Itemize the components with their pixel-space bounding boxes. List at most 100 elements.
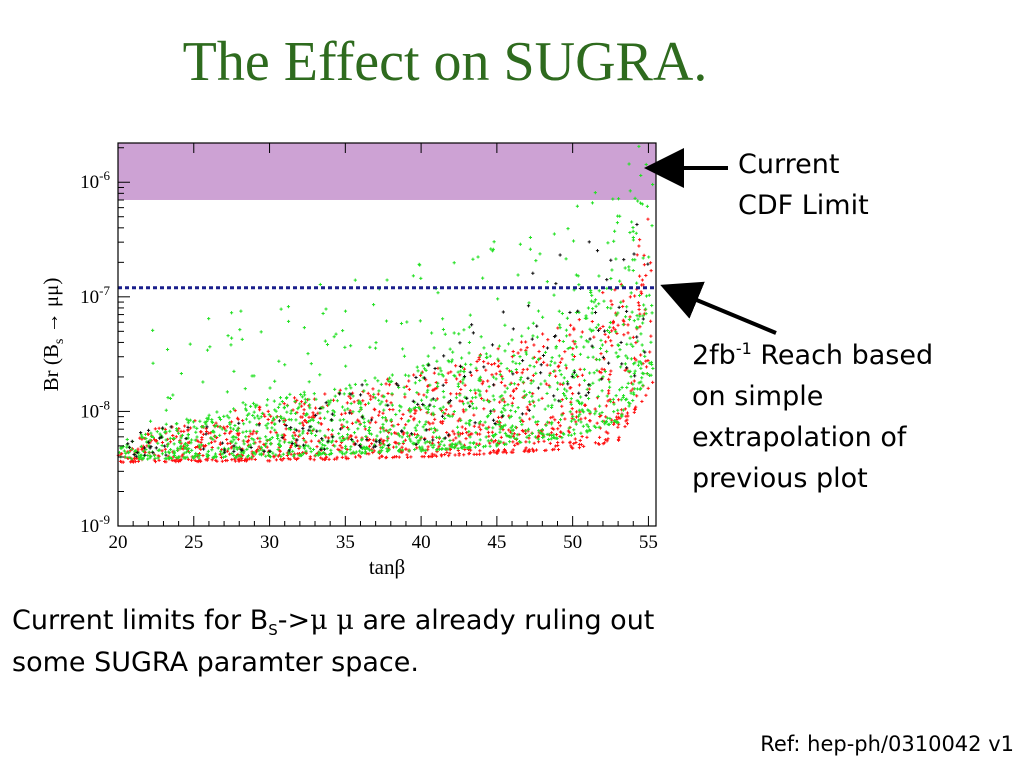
green-point (377, 398, 381, 402)
green-point (594, 304, 598, 308)
green-point (341, 438, 345, 442)
green-point (179, 436, 183, 440)
red-point (368, 437, 372, 442)
red-point (558, 382, 562, 386)
red-point (592, 335, 596, 339)
red-point (503, 448, 507, 453)
red-point (525, 405, 529, 409)
red-point (477, 425, 481, 429)
red-point (644, 359, 648, 363)
green-point (306, 420, 311, 424)
red-point (319, 456, 323, 460)
red-point (623, 368, 627, 373)
green-point (584, 339, 588, 343)
green-point (645, 371, 649, 376)
red-point (497, 359, 501, 363)
red-point (552, 427, 556, 431)
green-point (293, 411, 298, 415)
green-point (192, 425, 196, 429)
green-point (402, 426, 406, 430)
green-point (459, 418, 463, 422)
green-point (435, 448, 439, 452)
red-point (377, 413, 381, 417)
red-point (530, 447, 535, 451)
red-point (204, 458, 208, 462)
green-point (203, 420, 207, 424)
red-point (497, 364, 501, 368)
red-point (532, 343, 536, 347)
red-point (571, 347, 575, 351)
green-point (555, 387, 560, 391)
red-point (616, 398, 621, 402)
green-point (525, 435, 529, 439)
red-point (593, 441, 598, 445)
red-point (473, 391, 478, 395)
red-point (315, 445, 319, 449)
red-point (363, 403, 367, 407)
red-point (577, 442, 581, 447)
red-point (644, 273, 648, 278)
sugra-scatter-plot: 20 25 30 35 40 45 50 55 10-910-810-710-6 tanβ B… (40, 142, 658, 579)
red-point (199, 447, 203, 452)
red-point (549, 416, 553, 420)
red-point (486, 361, 490, 365)
green-point (291, 449, 295, 453)
red-point (516, 351, 520, 355)
red-point (605, 439, 609, 443)
red-point (560, 398, 564, 402)
bottom-line2: some SUGRA paramter space. (12, 647, 419, 678)
green-point (168, 436, 172, 440)
red-point (631, 335, 635, 339)
green-point (651, 366, 655, 371)
green-point (501, 406, 505, 410)
green-point (330, 428, 335, 432)
mu-symbol-1: μ (310, 605, 328, 636)
red-point (120, 451, 124, 456)
red-point (334, 439, 338, 444)
red-point (616, 425, 620, 429)
red-point (128, 460, 133, 464)
red-point (644, 393, 648, 397)
red-point (609, 339, 613, 343)
red-point (201, 453, 205, 458)
green-point (204, 422, 208, 426)
red-point (300, 415, 304, 419)
red-point (534, 448, 539, 452)
red-point (200, 435, 204, 440)
red-point (164, 460, 168, 464)
green-point (598, 346, 603, 351)
red-point (183, 424, 187, 428)
green-point (220, 427, 224, 431)
red-point (371, 387, 375, 391)
red-point (265, 445, 269, 449)
green-point (536, 419, 540, 424)
red-point (510, 355, 514, 359)
red-point (582, 444, 586, 448)
red-point (574, 440, 578, 445)
red-point (632, 410, 636, 415)
green-point (342, 424, 346, 429)
green-point (139, 444, 143, 448)
green-point (639, 386, 643, 390)
red-point (548, 441, 552, 445)
green-point (209, 436, 213, 440)
red-point (449, 370, 453, 374)
green-point (383, 416, 388, 420)
red-point (336, 447, 340, 451)
red-point (524, 412, 528, 416)
green-point (609, 400, 613, 404)
green-point (503, 349, 507, 353)
red-point (326, 428, 330, 432)
red-point (266, 409, 270, 413)
red-point (604, 404, 608, 408)
green-point (318, 441, 322, 445)
red-point (553, 374, 558, 378)
red-point (236, 457, 240, 461)
red-point (492, 362, 497, 366)
red-point (445, 430, 449, 435)
red-point (507, 369, 512, 373)
green-point (515, 433, 519, 437)
green-point (210, 448, 214, 452)
red-point (357, 453, 361, 457)
reach-line4: previous plot (692, 463, 868, 494)
